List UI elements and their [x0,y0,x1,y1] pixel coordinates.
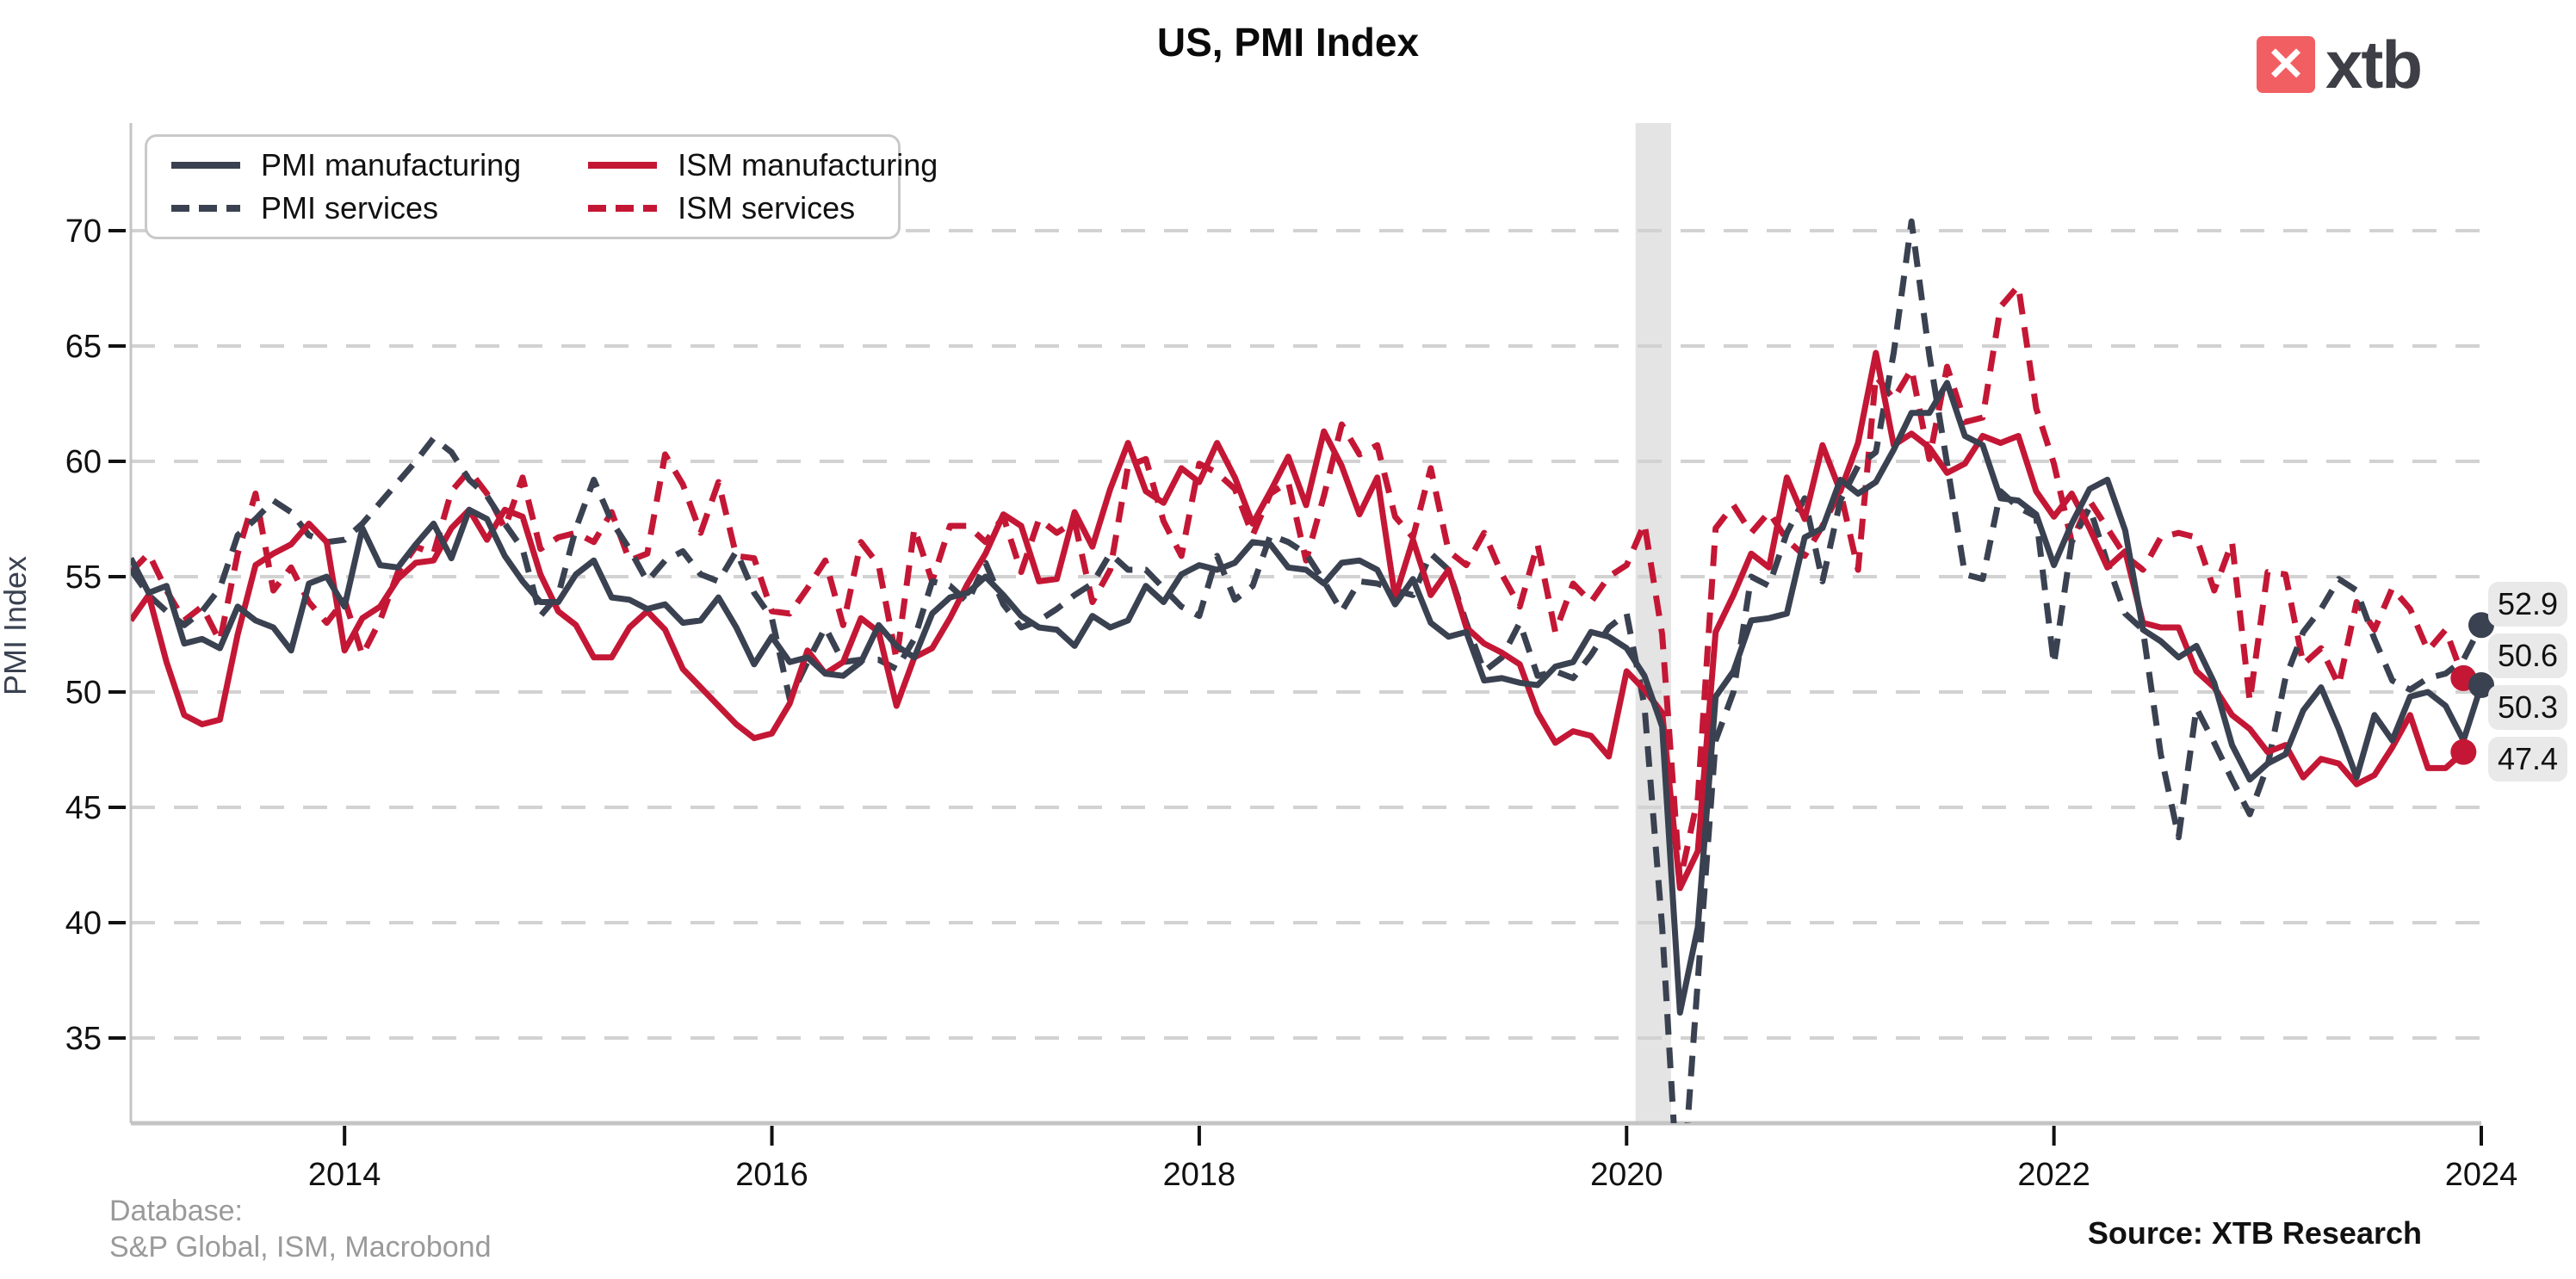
chart-legend: PMI manufacturing PMI services ISM manufac… [145,134,938,239]
legend-solid-line-icon [171,162,240,169]
x-tick-label: 2024 [2445,1157,2518,1193]
y-tick-label: 60 [65,444,102,480]
legend-label: ISM services [678,190,856,226]
end-label-box [2488,685,2567,730]
end-dot-ism_manufacturing [2450,738,2477,765]
end-dot-pmi_manufacturing [2468,671,2494,698]
xtb-logo-text: xtb [2325,27,2423,102]
x-tick-label: 2016 [735,1157,808,1193]
chart-title: US, PMI Index [1156,20,1420,65]
y-tick-label: 35 [65,1021,102,1057]
end-label-box [2488,582,2567,627]
legend-solid-line-icon [588,162,658,169]
end-label-value: 52.9 [2498,586,2558,621]
database-sources: S&P Global, ISM, Macrobond [109,1231,492,1264]
x-tick-label: 2014 [308,1157,381,1193]
legend-dashed-line-icon [588,205,658,212]
y-tick-label: 65 [65,329,102,365]
y-tick-label: 45 [65,790,102,826]
y-tick-label: 40 [65,905,102,942]
legend-label: PMI manufacturing [261,147,522,182]
x-tick-label: 2020 [1590,1157,1663,1193]
end-label-value: 50.3 [2498,689,2558,725]
end-dot-pmi_services [2468,612,2494,639]
x-tick-label: 2018 [1163,1157,1236,1193]
source-credit: Source: XTB Research [2087,1215,2422,1251]
recession-band [1635,123,1671,1123]
xtb-logo: ✕ xtb [2257,27,2423,102]
y-tick-label: 70 [65,213,102,250]
end-label-value: 50.6 [2498,638,2558,673]
x-tick-label: 2022 [2017,1157,2090,1193]
end-label-box [2488,737,2567,782]
series-pmi_manufacturing [131,380,2481,1016]
series-ism_manufacturing [131,349,2466,892]
legend-label: PMI services [261,190,439,226]
series-ism_services [131,282,2467,885]
database-footnote: Database: S&P Global, ISM, Macrobond [109,1193,491,1265]
legend-label: ISM manufacturing [678,147,938,182]
y-tick-label: 55 [65,559,102,596]
legend-dashed-line-icon [171,205,240,212]
legend-item-pmi_manufacturing: PMI manufacturing [170,147,521,183]
x-bird-icon: ✕ [2266,39,2306,90]
series-pmi_services [131,218,2481,1123]
legend-item-pmi_services: PMI services [170,190,521,226]
end-label-box [2488,633,2567,678]
legend-item-ism_manufacturing: ISM manufacturing [586,147,938,183]
database-label: Database: [109,1195,243,1227]
xtb-logo-icon: ✕ [2257,36,2315,93]
end-label-value: 47.4 [2498,741,2558,776]
legend-item-ism_services: ISM services [586,190,938,226]
y-tick-label: 50 [65,675,102,711]
y-axis-label: PMI Index [0,555,33,696]
